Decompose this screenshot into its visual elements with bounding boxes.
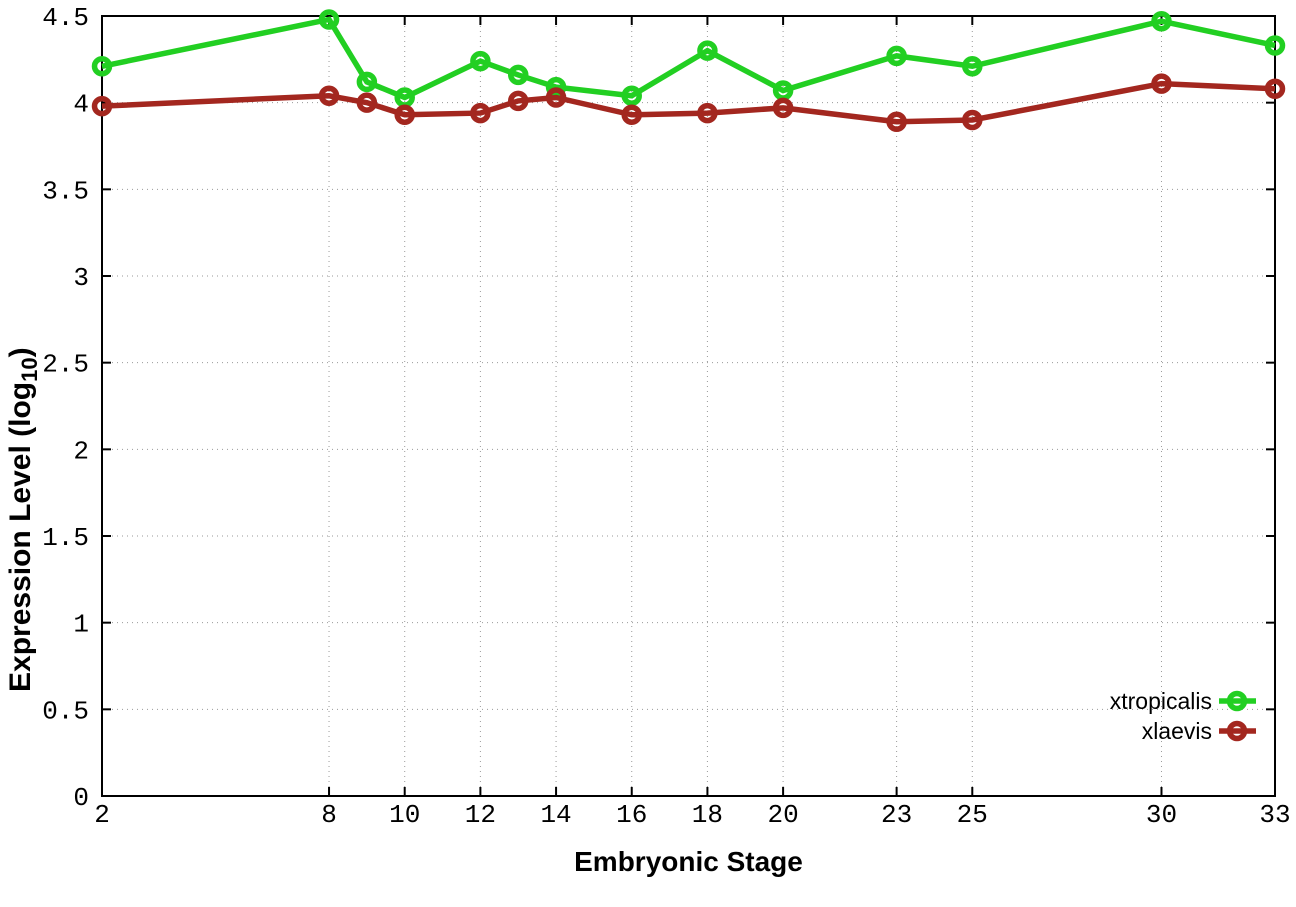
data-point-xlaevis: [886, 111, 907, 132]
data-point-xtropicalis: [545, 76, 567, 98]
y-axis-title: Expression Level (log10): [4, 347, 43, 692]
data-point-xlaevis: [545, 87, 567, 108]
data-point-xtropicalis: [91, 56, 113, 77]
x-tick-label: 20: [767, 800, 798, 830]
data-point-xtropicalis: [1151, 10, 1172, 32]
data-point-xtropicalis: [507, 64, 529, 86]
data-point-xtropicalis: [356, 71, 378, 93]
data-point-xlaevis: [470, 102, 491, 124]
data-point-xtropicalis: [318, 9, 340, 30]
x-tick-label: 33: [1259, 800, 1290, 830]
x-tick-label: 23: [881, 800, 912, 830]
y-tick-label: 3: [73, 263, 89, 293]
x-tick-label: 16: [616, 800, 647, 830]
legend-sample-marker-xlaevis: [1226, 720, 1248, 742]
data-point-xtropicalis: [697, 40, 718, 61]
y-tick-label: 3.5: [42, 176, 89, 206]
y-tick-label: 4: [73, 90, 89, 120]
data-point-xtropicalis: [1264, 35, 1286, 56]
data-point-xlaevis: [1151, 73, 1172, 94]
y-tick-label: 4.5: [42, 3, 89, 33]
data-point-xlaevis: [356, 92, 378, 113]
x-tick-label: 8: [321, 800, 337, 830]
y-tick-label: 0.5: [42, 696, 89, 726]
y-tick-label: 2: [73, 436, 89, 466]
data-point-xtropicalis: [886, 45, 907, 67]
y-tick-label: 0: [73, 783, 89, 813]
data-point-xlaevis: [394, 104, 415, 126]
plot-border: [101, 15, 1276, 797]
x-axis-title: Embryonic Stage: [574, 846, 803, 877]
x-tick-label: 14: [540, 800, 571, 830]
y-tick-label: 1: [73, 610, 89, 640]
x-tick-label: 12: [465, 800, 496, 830]
series-line-xtropicalis: [101, 16, 1276, 101]
data-point-xlaevis: [621, 104, 642, 126]
x-tick-label: 30: [1146, 800, 1177, 830]
y-tick-label: 1.5: [42, 523, 89, 553]
x-tick-label: 10: [389, 800, 420, 830]
legend-sample-marker-xtropicalis: [1226, 690, 1248, 712]
legend-label-xtropicalis: xtropicalis: [1110, 688, 1212, 714]
y-axis-title-subscript: 10: [17, 357, 42, 382]
data-point-xlaevis: [91, 95, 113, 117]
y-axis-title-suffix: ): [4, 347, 37, 358]
data-point-xlaevis: [318, 85, 340, 106]
x-tick-label: 18: [692, 800, 723, 830]
y-axis-title-text: Expression Level (log: [4, 381, 37, 692]
data-point-xlaevis: [962, 109, 983, 131]
data-point-xlaevis: [697, 102, 718, 124]
y-tick-label: 2.5: [42, 350, 89, 380]
data-point-xtropicalis: [470, 50, 491, 72]
x-tick-label: 2: [94, 800, 110, 830]
data-point-xlaevis: [1264, 78, 1286, 100]
data-point-xlaevis: [772, 97, 794, 119]
legend-label-xlaevis: xlaevis: [1142, 718, 1212, 744]
data-point-xtropicalis: [621, 85, 642, 106]
data-point-xlaevis: [507, 90, 529, 112]
data-point-xtropicalis: [962, 56, 983, 77]
x-tick-label: 25: [957, 800, 988, 830]
